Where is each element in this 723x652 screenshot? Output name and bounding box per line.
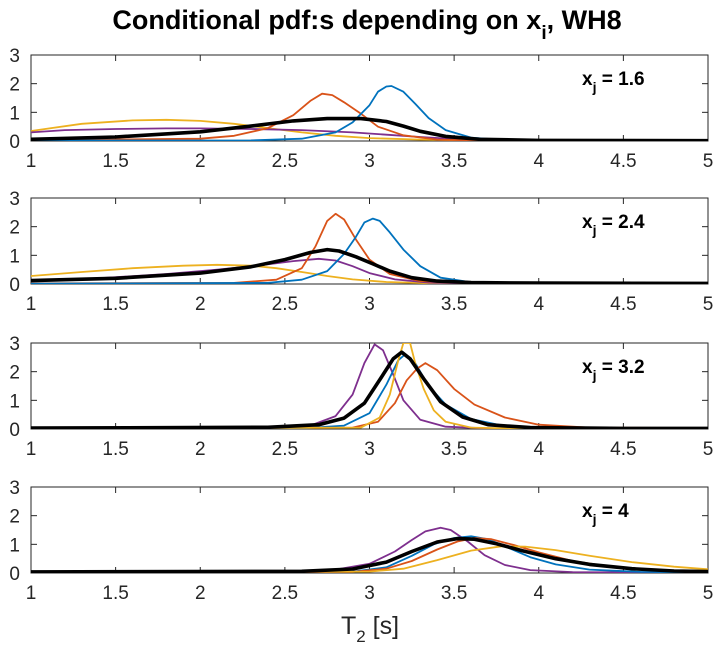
x-tick-label: 1.5: [102, 294, 128, 315]
x-tick-label: 4.5: [610, 294, 636, 315]
y-tick-label: 3: [9, 478, 20, 499]
series-line-mean: [31, 247, 708, 284]
series-group: [31, 526, 708, 573]
x-tick-label: 4.5: [610, 439, 636, 460]
y-tick-label: 2: [9, 507, 20, 528]
panel-annotation-subscript: j: [592, 367, 597, 383]
x-tick-label: 1.5: [102, 583, 128, 604]
x-tick-label: 4.5: [610, 151, 636, 172]
panel-annotation-value: = 3.2: [596, 357, 644, 378]
series-line-mean: [31, 350, 708, 429]
y-tick-label: 3: [9, 189, 20, 210]
x-tick-label: 1.5: [102, 151, 128, 172]
figure-title: Conditional pdf:s depending on xi, WH8: [112, 5, 621, 44]
x-tick-label: 1: [26, 151, 37, 172]
x-tick-label: 5: [703, 439, 714, 460]
series-line-orange: [31, 92, 708, 141]
y-tick-label: 3: [9, 46, 20, 67]
panel-annotation-var: x: [582, 69, 593, 90]
axes-box: [30, 342, 709, 430]
y-tick-label: 2: [9, 363, 20, 384]
x-tick-label: 3.5: [441, 151, 467, 172]
panel-annotation-subscript: j: [592, 511, 597, 527]
panel-annotation-subscript: j: [592, 222, 597, 238]
y-tick-label: 0: [9, 420, 20, 441]
x-tick-label: 4: [533, 439, 544, 460]
x-tick-label: 1: [26, 294, 37, 315]
axes-box: [30, 54, 709, 142]
panel-annotation-var: x: [582, 212, 593, 233]
x-axis-label-unit: [s]: [366, 612, 399, 640]
x-tick-label: 3: [364, 151, 375, 172]
panel-annotation: xj = 1.6: [582, 69, 645, 95]
x-tick-label: 1: [26, 583, 37, 604]
y-tick-label: 0: [9, 132, 20, 153]
series-group: [31, 343, 708, 429]
x-axis-label: T2 [s]: [341, 612, 399, 646]
x-tick-label: 3.5: [441, 294, 467, 315]
series-line-mean: [31, 116, 708, 141]
panel-annotation: xj = 4: [582, 501, 629, 527]
panel-annotation: xj = 3.2: [582, 357, 645, 383]
x-tick-label: 3: [364, 294, 375, 315]
series-line-orange: [31, 362, 708, 429]
x-tick-label: 3: [364, 439, 375, 460]
series-line-blue: [31, 217, 708, 284]
x-tick-label: 5: [703, 583, 714, 604]
x-tick-label: 3.5: [441, 583, 467, 604]
y-tick-label: 0: [9, 564, 20, 585]
panel-annotation-value: = 4: [596, 501, 629, 522]
axes-box: [30, 197, 709, 285]
series-line-yellow: [31, 343, 708, 429]
x-tick-label: 2: [195, 294, 206, 315]
x-axis-label-main: T: [341, 612, 356, 640]
y-tick-label: 0: [9, 275, 20, 296]
y-tick-label: 2: [9, 218, 20, 239]
series-group: [31, 212, 708, 284]
x-tick-label: 4: [533, 294, 544, 315]
x-tick-label: 2.5: [272, 583, 298, 604]
figure-title-main: Conditional pdf:s depending on x: [112, 5, 541, 35]
x-axis-label-subscript: 2: [356, 627, 365, 646]
panel-annotation-var: x: [582, 357, 593, 378]
series-line-mean: [31, 536, 708, 573]
panel-annotation-value: = 2.4: [596, 212, 644, 233]
x-tick-label: 2.5: [272, 294, 298, 315]
axes-box: [30, 486, 709, 574]
panel-annotation: xj = 2.4: [582, 212, 645, 238]
x-tick-label: 3: [364, 583, 375, 604]
y-tick-label: 1: [9, 535, 20, 556]
x-tick-label: 2: [195, 583, 206, 604]
y-tick-label: 1: [9, 391, 20, 412]
y-tick-label: 3: [9, 334, 20, 355]
x-tick-label: 4: [533, 151, 544, 172]
x-tick-label: 1.5: [102, 439, 128, 460]
series-line-yellow: [31, 545, 708, 573]
x-tick-label: 4: [533, 583, 544, 604]
x-tick-label: 2: [195, 151, 206, 172]
panel-annotation-var: x: [582, 501, 593, 522]
x-tick-label: 5: [703, 294, 714, 315]
figure-title-suffix: , WH8: [547, 5, 622, 35]
y-tick-label: 1: [9, 103, 20, 124]
series-group: [31, 85, 708, 141]
panel-annotation-value: = 1.6: [596, 69, 644, 90]
y-tick-label: 1: [9, 246, 20, 267]
panel-annotation-subscript: j: [592, 79, 597, 95]
x-tick-label: 2.5: [272, 439, 298, 460]
y-tick-label: 2: [9, 75, 20, 96]
x-tick-label: 1: [26, 439, 37, 460]
figure-title-subscript: i: [541, 23, 546, 44]
x-tick-label: 2.5: [272, 151, 298, 172]
x-tick-label: 5: [703, 151, 714, 172]
x-tick-label: 2: [195, 439, 206, 460]
x-tick-label: 3.5: [441, 439, 467, 460]
x-tick-label: 4.5: [610, 583, 636, 604]
